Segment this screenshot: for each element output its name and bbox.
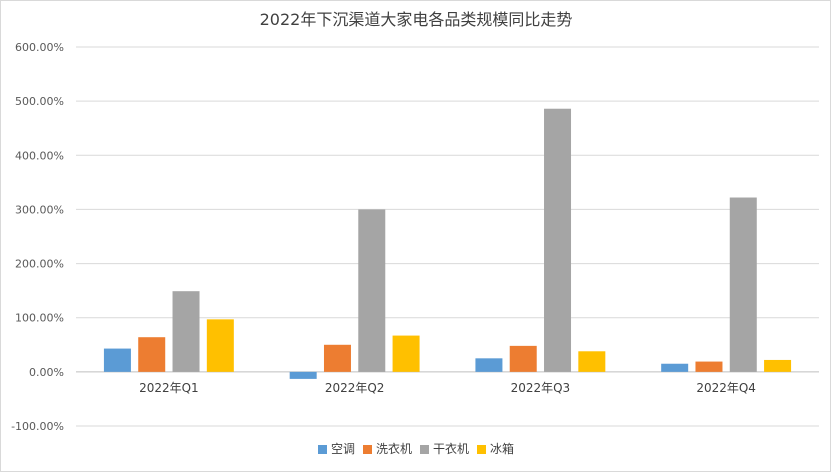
y-tick-label: 600.00%	[15, 41, 64, 54]
y-tick-label: 400.00%	[15, 149, 64, 162]
x-category-label: 2022年Q3	[511, 381, 571, 395]
x-axis-categories: 2022年Q1 2022年Q2 2022年Q3 2022年Q4	[139, 381, 756, 395]
legend: 空调 洗衣机 干衣机 冰箱	[318, 441, 514, 456]
bar	[509, 345, 537, 372]
legend-swatch	[318, 445, 327, 454]
y-axis-ticks: -100.00% 0.00% 100.00% 200.00% 300.00% 400.00…	[11, 41, 64, 433]
bar	[475, 358, 503, 372]
x-category-label: 2022年Q2	[325, 381, 385, 395]
bar	[578, 351, 606, 372]
bar	[392, 335, 420, 372]
legend-swatch	[477, 445, 486, 454]
y-tick-label: 0.00%	[29, 366, 64, 379]
legend-swatch	[363, 445, 372, 454]
y-tick-label: 500.00%	[15, 95, 64, 108]
gridlines	[76, 46, 819, 427]
legend-swatch	[420, 445, 429, 454]
bar	[695, 361, 723, 372]
bar	[764, 359, 792, 372]
x-category-label: 2022年Q4	[696, 381, 756, 395]
bars	[103, 108, 792, 379]
y-tick-label: 100.00%	[15, 312, 64, 325]
legend-label: 洗衣机	[376, 441, 412, 456]
bar	[172, 291, 200, 372]
bar	[138, 337, 166, 372]
y-tick-label: 200.00%	[15, 258, 64, 271]
bar	[103, 348, 131, 372]
y-tick-label: -100.00%	[11, 420, 64, 433]
bar	[206, 319, 234, 372]
legend-label: 空调	[331, 442, 355, 456]
bar	[289, 371, 317, 379]
x-category-label: 2022年Q1	[139, 381, 199, 395]
chart-title: 2022年下沉渠道大家电各品类规模同比走势	[260, 10, 573, 29]
bar	[729, 197, 757, 372]
legend-label: 干衣机	[433, 441, 469, 456]
bar	[544, 108, 572, 372]
legend-label: 冰箱	[490, 441, 514, 456]
y-tick-label: 300.00%	[15, 203, 64, 216]
bar	[661, 363, 689, 372]
bar	[358, 209, 386, 372]
bar	[323, 344, 351, 372]
